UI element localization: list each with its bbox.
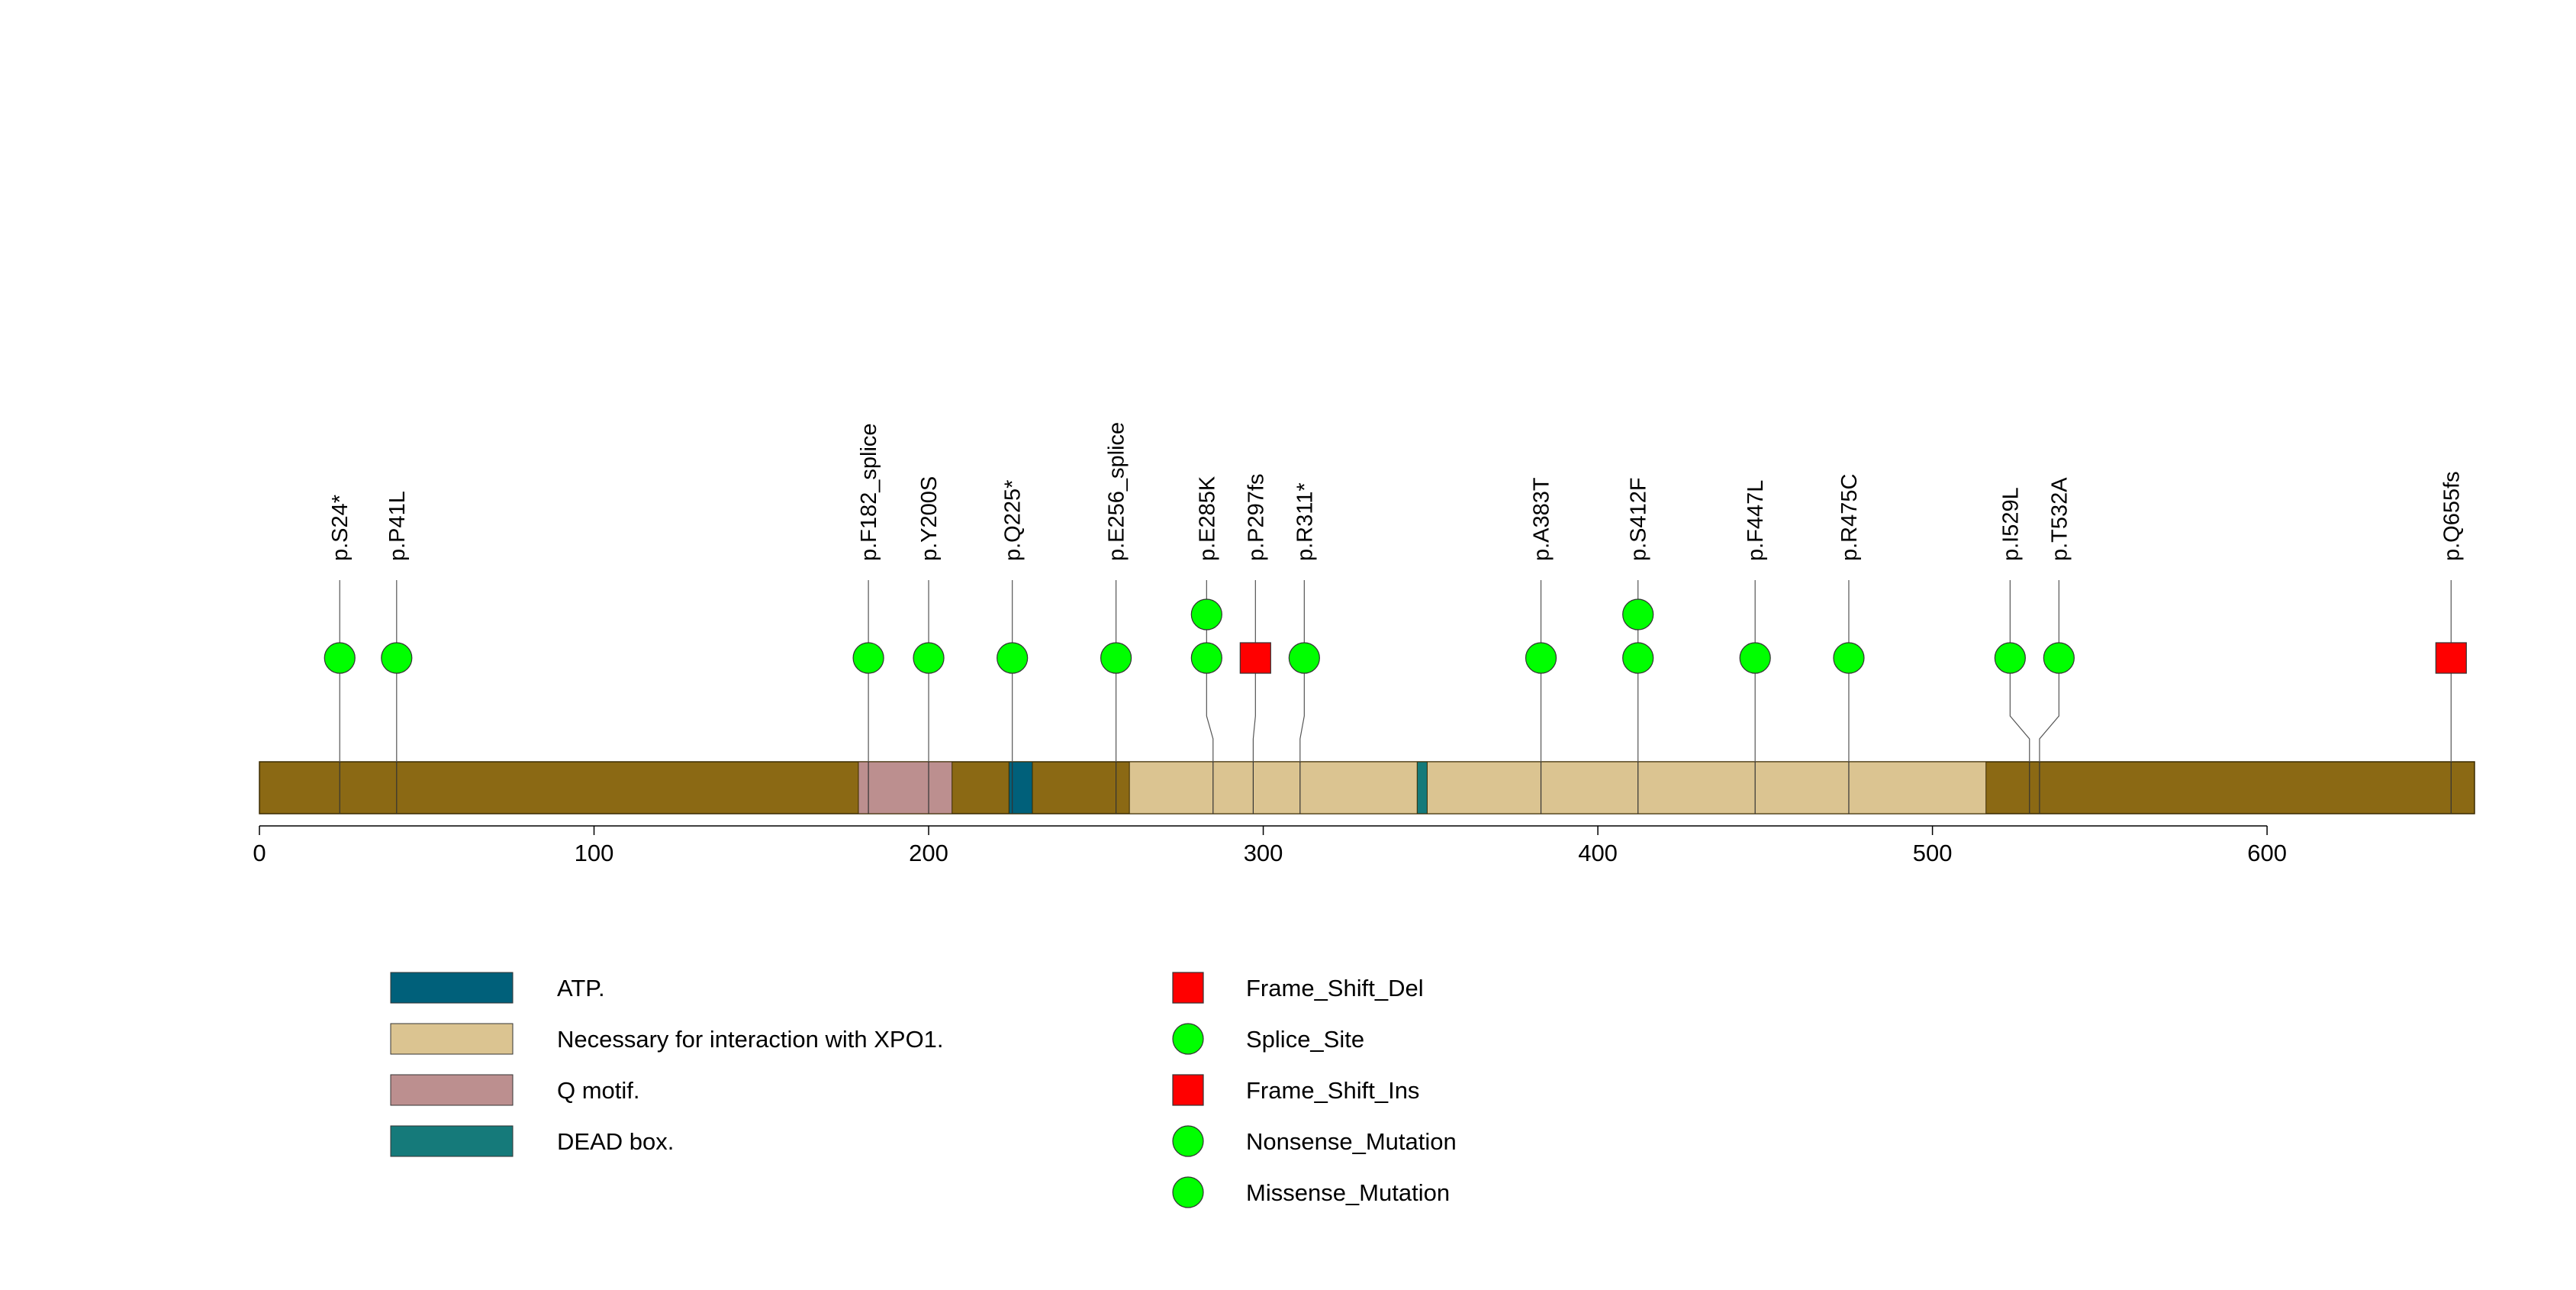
legend-swatch-q-motif bbox=[390, 1074, 514, 1106]
mutation-marker-p-f182-splice-1[interactable] bbox=[852, 642, 884, 674]
mutation-label-p-a383t: p.A383T bbox=[1530, 477, 1554, 561]
mutation-label-p-q655fs: p.Q655fs bbox=[2439, 471, 2464, 561]
mutation-marker-p-s412f-1[interactable] bbox=[1622, 642, 1654, 674]
legend: ATP. Necessary for interaction with XPO1.… bbox=[390, 972, 1457, 1208]
x-tick-label-0: 0 bbox=[253, 840, 266, 866]
mutation-marker-p-y200s-1[interactable] bbox=[913, 642, 945, 674]
legend-marker-missense-mutation bbox=[1172, 1176, 1204, 1208]
legend-label-frame-shift-ins: Frame_Shift_Ins bbox=[1246, 1077, 1419, 1104]
x-tick-label-500: 500 bbox=[1913, 840, 1953, 866]
mutation-label-p-e285k: p.E285K bbox=[1195, 476, 1219, 561]
mutation-marker-p-r475c-1[interactable] bbox=[1833, 642, 1865, 674]
mutation-label-p-s412f: p.S412F bbox=[1627, 477, 1651, 561]
mutation-marker-p-p297fs-1[interactable] bbox=[1239, 642, 1271, 674]
legend-label-missense-mutation: Missense_Mutation bbox=[1246, 1179, 1450, 1206]
x-axis: 0 100 200 300 400 500 600 bbox=[253, 825, 2287, 866]
mutation-label-p-y200s: p.Y200S bbox=[917, 476, 942, 561]
mutation-label-p-t532a: p.T532A bbox=[2047, 477, 2072, 561]
mutation-marks-group bbox=[324, 598, 2467, 674]
mutation-marker-p-q655fs-1[interactable] bbox=[2435, 642, 2467, 674]
domain-atp bbox=[1008, 761, 1033, 814]
legend-marker-frame-shift-ins bbox=[1172, 1074, 1204, 1106]
mutation-label-p-f447l: p.F447L bbox=[1744, 480, 1768, 561]
mutation-label-p-r475c: p.R475C bbox=[1837, 474, 1862, 561]
domain-necessary-for-interaction-with-xpo1 bbox=[1129, 761, 1987, 814]
legend-label-q-motif: Q motif. bbox=[557, 1077, 640, 1104]
x-tick-label-300: 300 bbox=[1244, 840, 1283, 866]
legend-marker-frame-shift-del bbox=[1172, 972, 1204, 1004]
legend-swatch-dead-box bbox=[390, 1125, 514, 1157]
mutation-label-p-q225-: p.Q225* bbox=[1001, 480, 1026, 561]
legend-label-necessary-for-interaction-with-xpo1: Necessary for interaction with XPO1. bbox=[557, 1026, 944, 1053]
x-tick-label-200: 200 bbox=[909, 840, 948, 866]
mutation-label-p-p297fs: p.P297fs bbox=[1244, 474, 1268, 561]
x-tick-label-600: 600 bbox=[2247, 840, 2287, 866]
mutation-label-p-f182-splice: p.F182_splice bbox=[857, 423, 881, 561]
mutation-marker-p-e285k-1[interactable] bbox=[1190, 642, 1222, 674]
mutation-marker-p-e285k-2[interactable] bbox=[1190, 598, 1222, 630]
domain-dead-box bbox=[1416, 761, 1428, 814]
mutation-marker-p-t532a-1[interactable] bbox=[2043, 642, 2075, 674]
legend-swatch-necessary-for-interaction-with-xpo1 bbox=[390, 1023, 514, 1055]
mutation-marker-p-s24--1[interactable] bbox=[324, 642, 356, 674]
protein-backbone-group bbox=[259, 761, 2475, 814]
mutation-marker-p-p41l-1[interactable] bbox=[381, 642, 413, 674]
mutation-marker-p-f447l-1[interactable] bbox=[1739, 642, 1771, 674]
mutation-marker-p-i529l-1[interactable] bbox=[1994, 642, 2026, 674]
mutation-label-p-r311-: p.R311* bbox=[1293, 482, 1317, 561]
mutation-label-p-e256-splice: p.E256_splice bbox=[1105, 422, 1129, 561]
mutation-marker-p-s412f-2[interactable] bbox=[1622, 598, 1654, 630]
mutation-marker-p-e256-splice-1[interactable] bbox=[1100, 642, 1132, 674]
domain-q-motif bbox=[858, 761, 953, 814]
mutation-label-p-i529l: p.I529L bbox=[1998, 487, 2023, 561]
legend-label-splice-site: Splice_Site bbox=[1246, 1026, 1364, 1053]
mutation-marker-p-q225--1[interactable] bbox=[997, 642, 1029, 674]
legend-label-atp: ATP. bbox=[557, 975, 605, 1001]
mutation-marker-p-a383t-1[interactable] bbox=[1525, 642, 1557, 674]
mutation-label-p-p41l: p.P41L bbox=[385, 491, 410, 561]
mutation-marker-p-r311--1[interactable] bbox=[1288, 642, 1320, 674]
legend-marker-splice-site bbox=[1172, 1023, 1204, 1055]
mutation-labels-group: p.S24* p.P41L p.F182_splice p.Y200S p.Q225* p… bbox=[328, 422, 2464, 561]
legend-swatch-atp bbox=[390, 972, 514, 1004]
x-tick-label-100: 100 bbox=[575, 840, 614, 866]
legend-label-nonsense-mutation: Nonsense_Mutation bbox=[1246, 1128, 1457, 1155]
x-tick-label-400: 400 bbox=[1578, 840, 1618, 866]
legend-marker-nonsense-mutation bbox=[1172, 1125, 1204, 1157]
mutation-label-p-s24-: p.S24* bbox=[328, 495, 353, 561]
legend-label-dead-box: DEAD box. bbox=[557, 1128, 674, 1155]
legend-label-frame-shift-del: Frame_Shift_Del bbox=[1246, 975, 1424, 1001]
